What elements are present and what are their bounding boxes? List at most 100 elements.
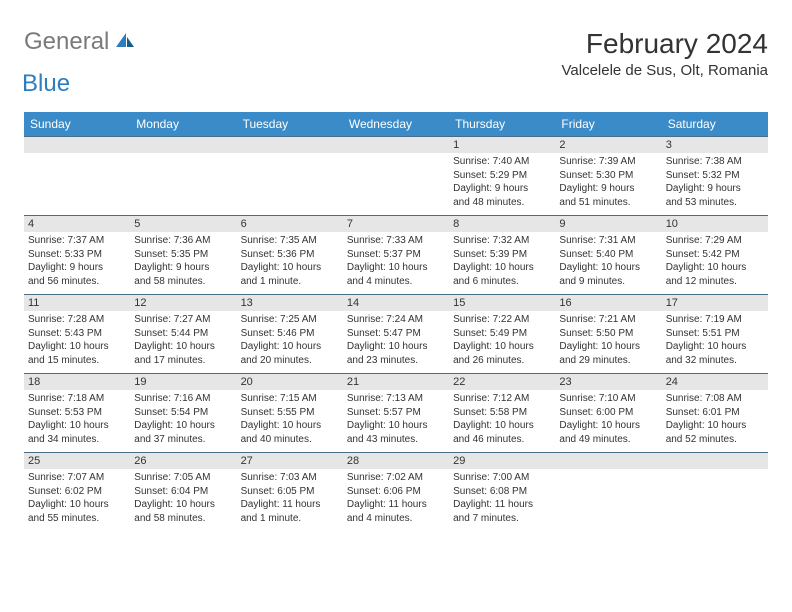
- day-body: Sunrise: 7:25 AMSunset: 5:46 PMDaylight:…: [237, 311, 343, 373]
- day-body: Sunrise: 7:37 AMSunset: 5:33 PMDaylight:…: [24, 232, 130, 294]
- calendar-week: ....1Sunrise: 7:40 AMSunset: 5:29 PMDayl…: [24, 137, 768, 216]
- daylight-text: and 58 minutes.: [134, 275, 232, 289]
- daylight-text: Daylight: 10 hours: [28, 340, 126, 354]
- sunset-text: Sunset: 5:49 PM: [453, 327, 551, 341]
- day-body: Sunrise: 7:27 AMSunset: 5:44 PMDaylight:…: [130, 311, 236, 373]
- daylight-text: and 40 minutes.: [241, 433, 339, 447]
- sunrise-text: Sunrise: 7:15 AM: [241, 392, 339, 406]
- day-number-text: 20: [241, 376, 253, 388]
- daylight-text: Daylight: 10 hours: [559, 419, 657, 433]
- sunrise-text: Sunrise: 7:02 AM: [347, 471, 445, 485]
- sunset-text: Sunset: 5:53 PM: [28, 406, 126, 420]
- calendar-day: 5Sunrise: 7:36 AMSunset: 5:35 PMDaylight…: [130, 216, 236, 295]
- calendar-day: 3Sunrise: 7:38 AMSunset: 5:32 PMDaylight…: [662, 137, 768, 216]
- day-number-text: 7: [347, 218, 353, 230]
- month-title: February 2024: [562, 28, 769, 60]
- daylight-text: and 20 minutes.: [241, 354, 339, 368]
- calendar-day: 26Sunrise: 7:05 AMSunset: 6:04 PMDayligh…: [130, 453, 236, 532]
- dayname-saturday: Saturday: [662, 112, 768, 137]
- calendar-day: 21Sunrise: 7:13 AMSunset: 5:57 PMDayligh…: [343, 374, 449, 453]
- calendar-day: 20 Sunrise: 7:15 AMSunset: 5:55 PMDayligh…: [237, 374, 343, 453]
- calendar-day: 8Sunrise: 7:32 AMSunset: 5:39 PMDaylight…: [449, 216, 555, 295]
- title-block: February 2024 Valcelele de Sus, Olt, Rom…: [562, 28, 769, 79]
- sunrise-text: Sunrise: 7:32 AM: [453, 234, 551, 248]
- daylight-text: and 53 minutes.: [666, 196, 764, 210]
- sunset-text: Sunset: 5:39 PM: [453, 248, 551, 262]
- sunrise-text: Sunrise: 7:21 AM: [559, 313, 657, 327]
- location: Valcelele de Sus, Olt, Romania: [562, 62, 769, 79]
- sunrise-text: Sunrise: 7:40 AM: [453, 155, 551, 169]
- daylight-text: and 37 minutes.: [134, 433, 232, 447]
- day-body: Sunrise: 7:21 AMSunset: 5:50 PMDaylight:…: [555, 311, 661, 373]
- calendar-day: 23Sunrise: 7:10 AMSunset: 6:00 PMDayligh…: [555, 374, 661, 453]
- daylight-text: and 32 minutes.: [666, 354, 764, 368]
- sunset-text: Sunset: 5:33 PM: [28, 248, 126, 262]
- calendar-body: ....1Sunrise: 7:40 AMSunset: 5:29 PMDayl…: [24, 137, 768, 532]
- calendar-day: 25Sunrise: 7:07 AMSunset: 6:02 PMDayligh…: [24, 453, 130, 532]
- day-number-text: 29: [453, 455, 465, 467]
- daylight-text: Daylight: 9 hours: [666, 182, 764, 196]
- sunset-text: Sunset: 5:55 PM: [241, 406, 339, 420]
- daylight-text: and 49 minutes.: [559, 433, 657, 447]
- calendar-day: 6Sunrise: 7:35 AMSunset: 5:36 PMDaylight…: [237, 216, 343, 295]
- daylight-text: and 43 minutes.: [347, 433, 445, 447]
- day-number: 4: [24, 216, 130, 232]
- daylight-text: Daylight: 10 hours: [241, 419, 339, 433]
- day-number-text: 1: [453, 139, 459, 151]
- day-number: 29: [449, 453, 555, 469]
- day-body: [555, 469, 661, 527]
- day-number-text: 3: [666, 139, 672, 151]
- day-body: Sunrise: 7:13 AMSunset: 5:57 PMDaylight:…: [343, 390, 449, 452]
- sunrise-text: Sunrise: 7:39 AM: [559, 155, 657, 169]
- day-body: [237, 153, 343, 211]
- sunrise-text: Sunrise: 7:12 AM: [453, 392, 551, 406]
- day-number-text: 6: [241, 218, 247, 230]
- sunrise-text: Sunrise: 7:05 AM: [134, 471, 232, 485]
- sunset-text: Sunset: 6:08 PM: [453, 485, 551, 499]
- logo: General Blue: [24, 28, 136, 98]
- sunrise-text: Sunrise: 7:18 AM: [28, 392, 126, 406]
- sunrise-text: Sunrise: 7:27 AM: [134, 313, 232, 327]
- sunrise-text: Sunrise: 7:08 AM: [666, 392, 764, 406]
- day-number: 15: [449, 295, 555, 311]
- daylight-text: and 51 minutes.: [559, 196, 657, 210]
- calendar-day-empty: .: [662, 453, 768, 532]
- day-number-text: 9: [559, 218, 565, 230]
- day-number: 9: [555, 216, 661, 232]
- sunrise-text: Sunrise: 7:00 AM: [453, 471, 551, 485]
- day-number: .: [662, 453, 768, 469]
- daylight-text: and 52 minutes.: [666, 433, 764, 447]
- daylight-text: Daylight: 10 hours: [666, 340, 764, 354]
- daylight-text: and 17 minutes.: [134, 354, 232, 368]
- day-number: 7: [343, 216, 449, 232]
- daylight-text: Daylight: 10 hours: [347, 419, 445, 433]
- day-number-text: 15: [453, 297, 465, 309]
- day-number: 28: [343, 453, 449, 469]
- sunrise-text: Sunrise: 7:31 AM: [559, 234, 657, 248]
- day-number: 10: [662, 216, 768, 232]
- day-number-text: 24: [666, 376, 678, 388]
- day-number: 24: [662, 374, 768, 390]
- daylight-text: and 46 minutes.: [453, 433, 551, 447]
- daylight-text: Daylight: 11 hours: [241, 498, 339, 512]
- day-number: 22: [449, 374, 555, 390]
- calendar-day: 1 Sunrise: 7:40 AMSunset: 5:29 PMDaylight…: [449, 137, 555, 216]
- daylight-text: Daylight: 10 hours: [28, 419, 126, 433]
- day-number-text: 26: [134, 455, 146, 467]
- dayname-wednesday: Wednesday: [343, 112, 449, 137]
- day-number: .: [555, 453, 661, 469]
- day-body: Sunrise: 7:36 AMSunset: 5:35 PMDaylight:…: [130, 232, 236, 294]
- day-body: Sunrise: 7:39 AMSunset: 5:30 PMDaylight:…: [555, 153, 661, 215]
- daylight-text: Daylight: 11 hours: [347, 498, 445, 512]
- day-body: Sunrise: 7:28 AMSunset: 5:43 PMDaylight:…: [24, 311, 130, 373]
- day-body: Sunrise: 7:40 AMSunset: 5:29 PMDaylight:…: [449, 153, 555, 215]
- sunrise-text: Sunrise: 7:24 AM: [347, 313, 445, 327]
- sunset-text: Sunset: 5:50 PM: [559, 327, 657, 341]
- daylight-text: and 34 minutes.: [28, 433, 126, 447]
- sunrise-text: Sunrise: 7:03 AM: [241, 471, 339, 485]
- calendar-day-empty: .: [237, 137, 343, 216]
- day-number: 11: [24, 295, 130, 311]
- calendar-day: 14Sunrise: 7:24 AMSunset: 5:47 PMDayligh…: [343, 295, 449, 374]
- day-number: 13: [237, 295, 343, 311]
- sunset-text: Sunset: 5:36 PM: [241, 248, 339, 262]
